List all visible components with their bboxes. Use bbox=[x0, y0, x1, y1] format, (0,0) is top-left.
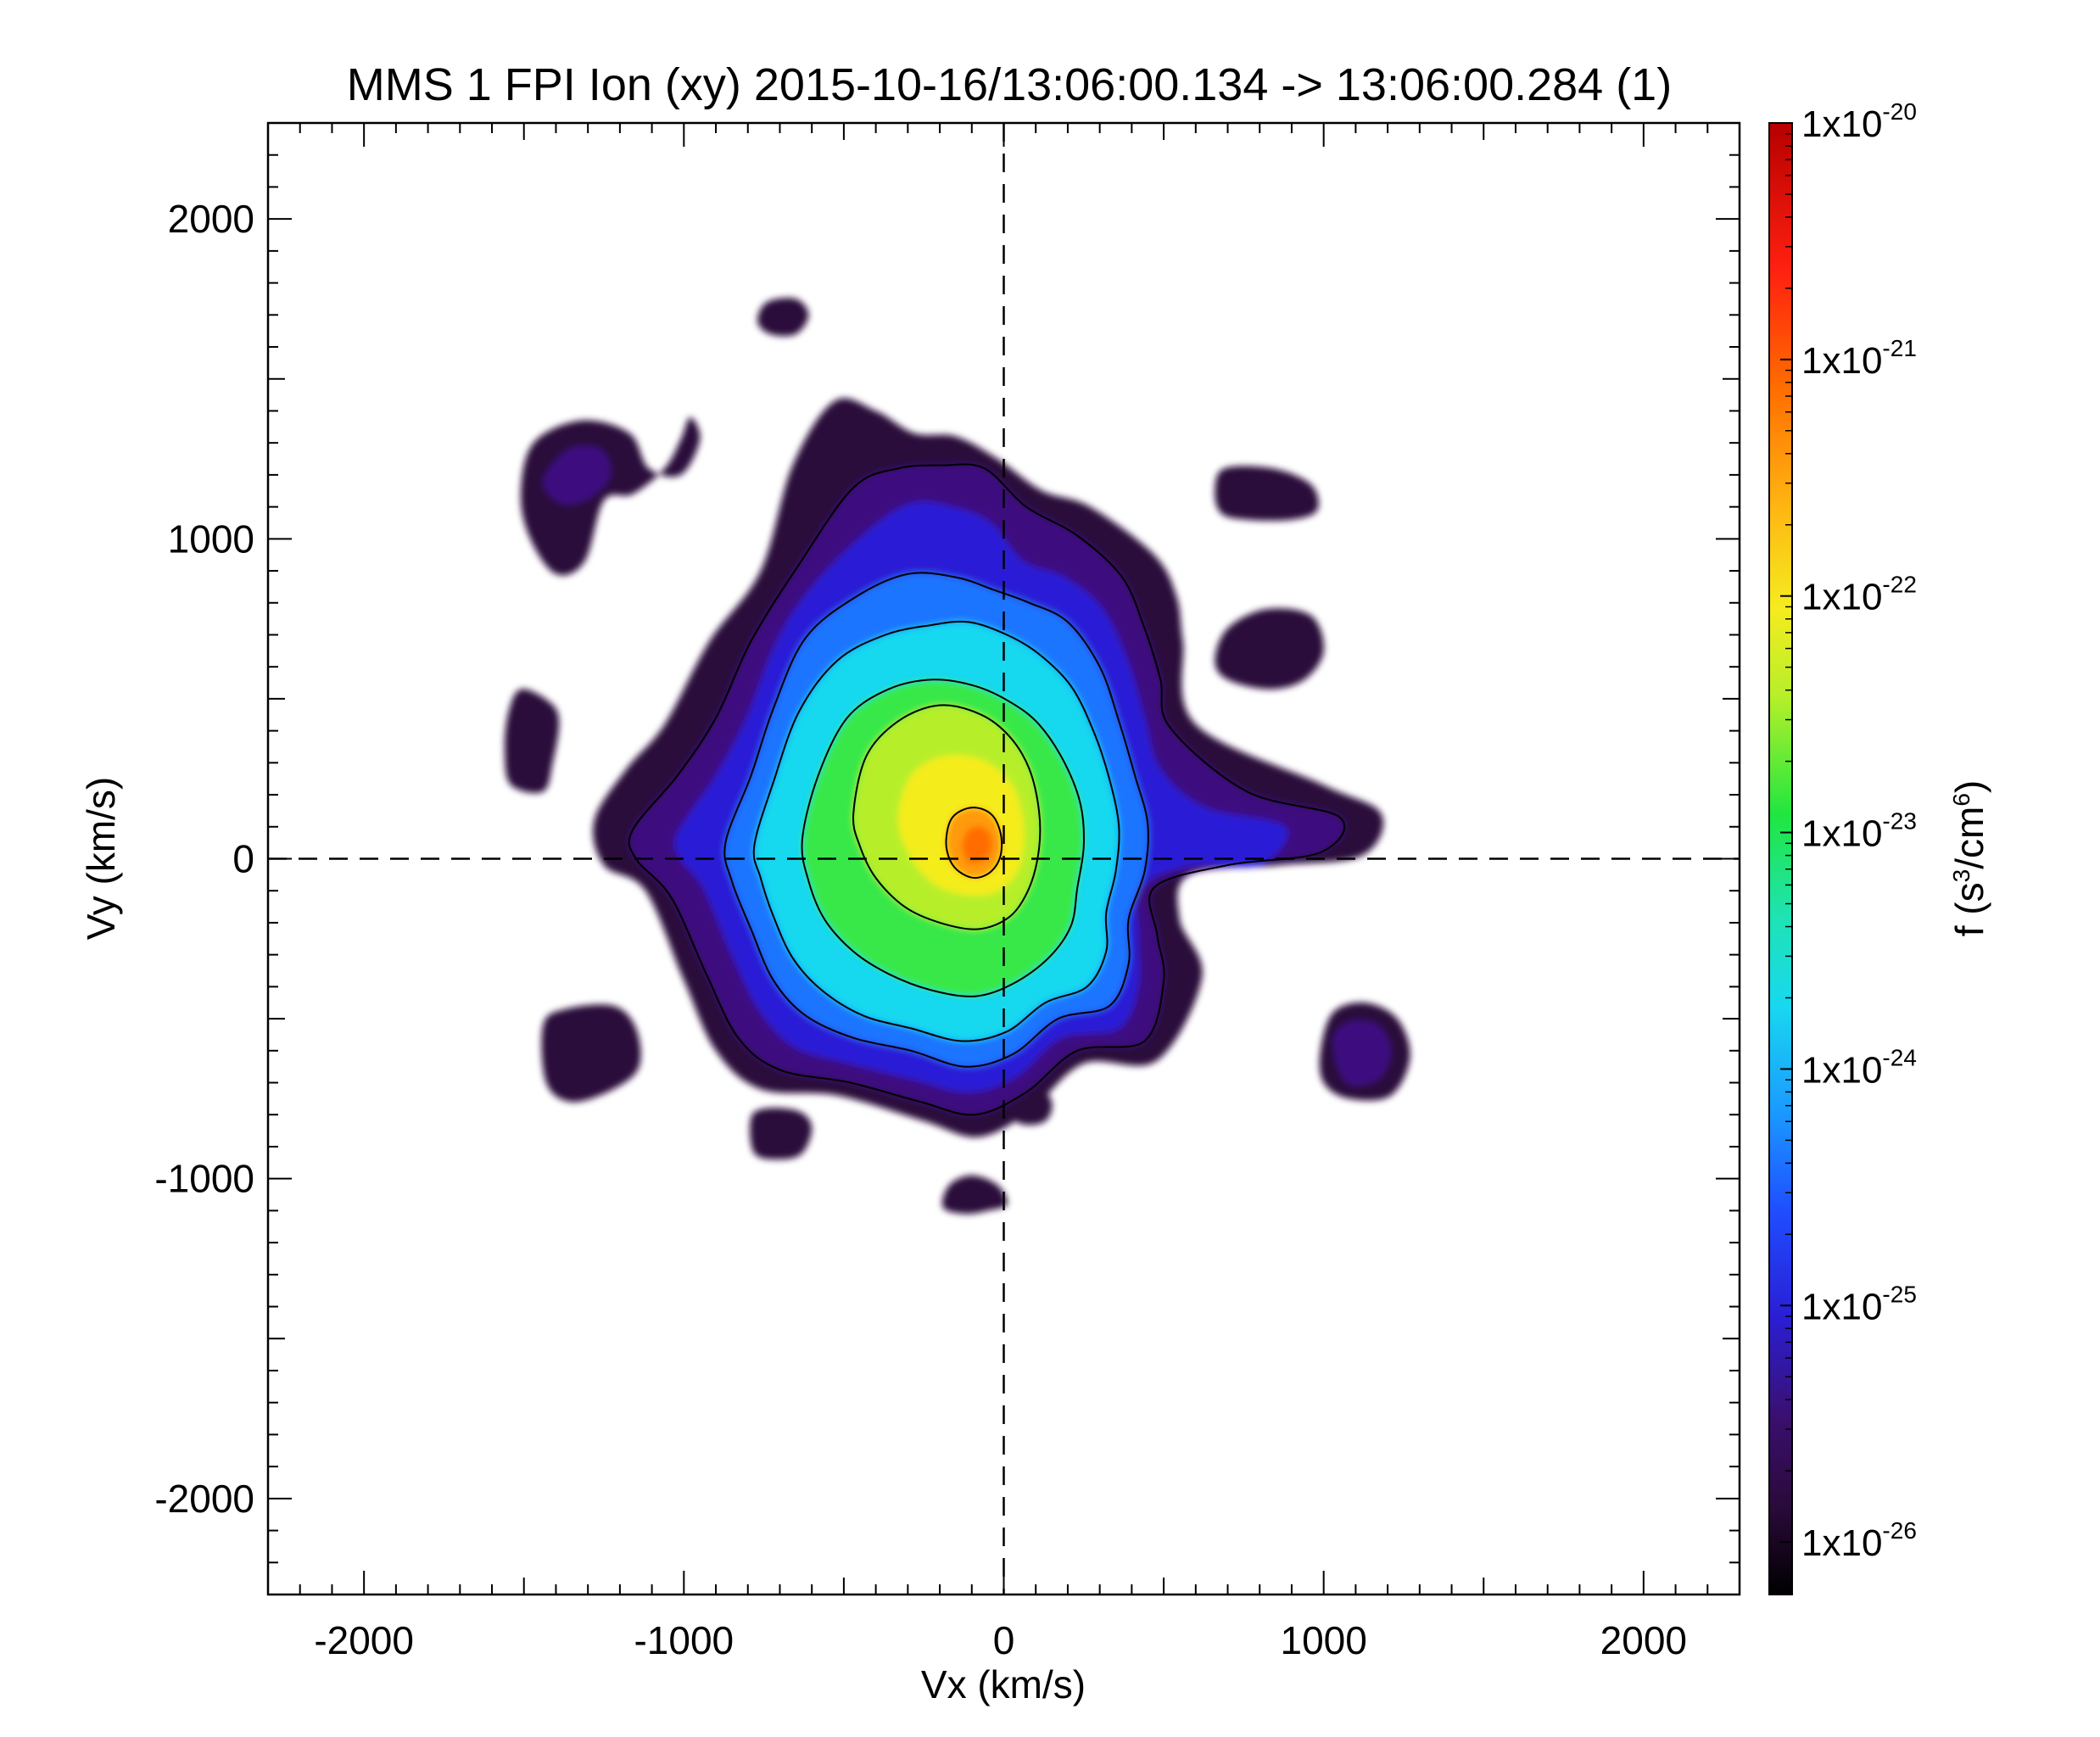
colorbar bbox=[1768, 122, 1793, 1595]
axis-ticks: -2000 -1000 0 1000 2000 2000 1000 0 -1000 -2000 bbox=[154, 122, 1740, 1662]
colorbar-tick-exponent: -22 bbox=[1882, 572, 1916, 598]
colorbar-tick-exponent: -20 bbox=[1882, 98, 1916, 125]
chart-title: MMS 1 FPI Ion (xy) 2015-10-16/13:06:00.1… bbox=[347, 59, 1672, 110]
y-tick-label: -1000 bbox=[154, 1157, 254, 1201]
colorbar-label-mid: /cm bbox=[1947, 807, 1991, 869]
island-region-7 bbox=[1215, 466, 1319, 521]
y-axis-label: Vy (km/s) bbox=[79, 777, 123, 941]
colorbar-ticks: 1x10-201x10-211x10-221x10-231x10-241x10-… bbox=[1780, 98, 1917, 1564]
colorbar-label-main: f (s bbox=[1947, 882, 1991, 936]
colorbar-tick-exponent: -23 bbox=[1882, 808, 1916, 835]
colorbar-label-close: ) bbox=[1947, 780, 1991, 793]
island-region-5 bbox=[941, 1175, 1008, 1215]
colorbar-tick-mantissa: 1x10 bbox=[1801, 103, 1882, 145]
island-region-8 bbox=[1215, 608, 1324, 690]
contour-line-5 bbox=[801, 679, 1085, 997]
y-tick-label: 2000 bbox=[168, 197, 254, 241]
y-tick-label: -2000 bbox=[154, 1477, 254, 1521]
x-tick-label: 0 bbox=[993, 1618, 1015, 1662]
colorbar-label-exp1: 3 bbox=[1948, 869, 1974, 883]
colorbar-label: f (s3/cm6) bbox=[1947, 780, 1991, 936]
island-region-2 bbox=[504, 689, 560, 794]
x-tick-label: -2000 bbox=[314, 1618, 414, 1662]
colorbar-tick-label: 1x10-24 bbox=[1801, 1044, 1917, 1091]
y-tick-label: 0 bbox=[232, 837, 254, 881]
x-tick-label: -1000 bbox=[634, 1618, 734, 1662]
colorbar-tick-mantissa: 1x10 bbox=[1801, 813, 1882, 855]
island-region-10 bbox=[543, 445, 611, 505]
island-region-11 bbox=[1332, 1020, 1391, 1086]
contour-line-8 bbox=[945, 807, 1003, 880]
colorbar-tick-mantissa: 1x10 bbox=[1801, 1522, 1882, 1564]
colorbar-tick-label: 1x10-23 bbox=[1801, 808, 1917, 855]
x-axis-label: Vx (km/s) bbox=[921, 1662, 1086, 1706]
island-region-1 bbox=[757, 298, 809, 337]
contour-line-6 bbox=[852, 704, 1042, 930]
contour-line-4 bbox=[752, 620, 1120, 1042]
island-region-3 bbox=[541, 1004, 641, 1103]
colorbar-tick-mantissa: 1x10 bbox=[1801, 1049, 1882, 1091]
colorbar-tick-exponent: -26 bbox=[1882, 1517, 1916, 1544]
colorbar-tick-label: 1x10-22 bbox=[1801, 572, 1917, 618]
plot-area bbox=[268, 123, 1740, 1595]
distribution-fills bbox=[504, 298, 1410, 1215]
x-tick-label: 2000 bbox=[1600, 1618, 1687, 1662]
island-region-4 bbox=[750, 1108, 813, 1160]
colorbar-tick-label: 1x10-20 bbox=[1801, 98, 1917, 145]
level-region-9 bbox=[962, 826, 992, 864]
colorbar-tick-mantissa: 1x10 bbox=[1801, 1286, 1882, 1327]
colorbar-tick-exponent: -25 bbox=[1882, 1281, 1916, 1307]
colorbar-tick-label: 1x10-25 bbox=[1801, 1281, 1917, 1327]
contour-line-1 bbox=[628, 463, 1346, 1116]
island-region-0 bbox=[520, 417, 701, 576]
contour-line-3 bbox=[723, 572, 1149, 1068]
colorbar-tick-mantissa: 1x10 bbox=[1801, 340, 1882, 382]
y-tick-label: 1000 bbox=[168, 517, 254, 561]
colorbar-tick-mantissa: 1x10 bbox=[1801, 577, 1882, 618]
contour-lines bbox=[628, 463, 1346, 1116]
colorbar-tick-label: 1x10-21 bbox=[1801, 335, 1917, 382]
colorbar-tick-label: 1x10-26 bbox=[1801, 1517, 1917, 1564]
colorbar-label-exp2: 6 bbox=[1948, 793, 1974, 807]
x-tick-label: 1000 bbox=[1281, 1618, 1367, 1662]
colorbar-tick-exponent: -24 bbox=[1882, 1044, 1916, 1070]
colorbar-tick-exponent: -21 bbox=[1882, 335, 1916, 361]
